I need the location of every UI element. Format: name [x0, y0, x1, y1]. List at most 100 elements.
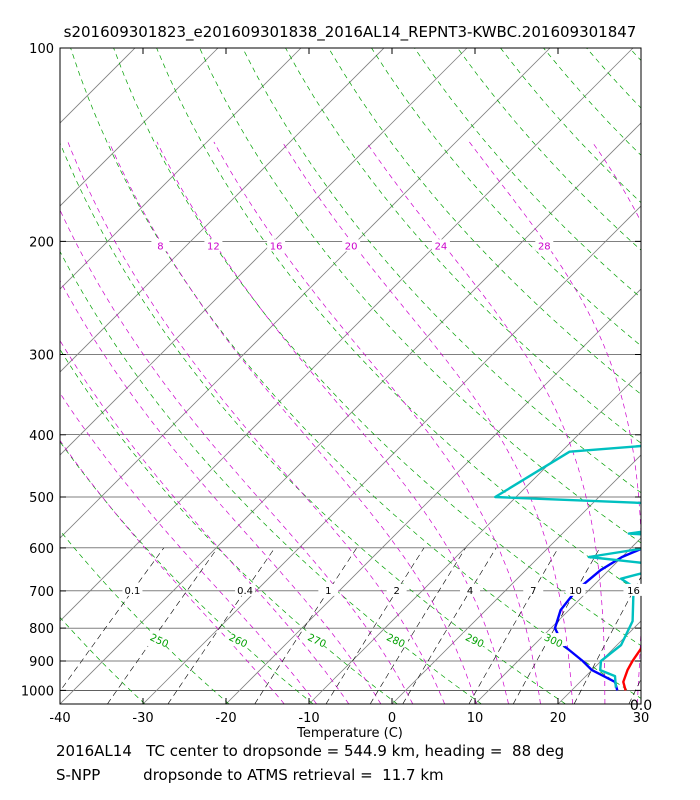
dry-adiabat-label-bg — [384, 633, 409, 647]
dry-adiabat-label-bg — [541, 633, 566, 647]
footer-line-1: 2016AL14 TC center to dropsonde = 544.9 … — [56, 742, 565, 760]
dry-adiabat-line — [673, 48, 700, 704]
moist-adiabat-line — [282, 141, 573, 704]
y-tick-label: 900 — [29, 655, 54, 670]
dry-adiabat-line — [629, 48, 641, 62]
mixing-ratio-label-bg — [122, 583, 143, 596]
mixing-ratio-line — [573, 576, 641, 704]
mixing-ratio-line — [669, 548, 700, 704]
moist-adiabat-line — [156, 141, 509, 704]
mixing-ratio-line — [628, 678, 641, 704]
dry-adiabat-line — [60, 616, 146, 704]
spacer — [100, 766, 143, 784]
isotherm-line — [474, 537, 641, 704]
chart-title: s201609301823_e201609301838_2016AL14_REP… — [64, 23, 637, 42]
x-tick-label: 20 — [550, 711, 567, 726]
moist-adiabat-line — [469, 141, 641, 704]
mixing-ratio-label: 16 — [627, 586, 640, 597]
corner-label: 0.0 — [630, 698, 652, 714]
moist-adiabat-label-bg — [151, 239, 170, 252]
moist-adiabat-line — [365, 141, 606, 704]
mixing-ratio-label: 10 — [569, 586, 582, 597]
mixing-ratio-line — [512, 547, 601, 704]
dry-adiabat-label-bg — [462, 633, 487, 647]
y-tick-label: 100 — [29, 42, 54, 57]
mixing-ratio-line — [369, 547, 466, 704]
mixing-ratio-label-bg — [565, 583, 586, 596]
profile-line-temperature-blue — [553, 547, 641, 691]
dry-adiabat-line — [113, 48, 641, 647]
mixing-ratio-label-bg — [623, 583, 644, 596]
moist-adiabat-label: 28 — [538, 241, 551, 252]
profile-line-magenta-profile — [655, 188, 700, 691]
moist-adiabat-line — [60, 439, 285, 704]
y-tick-label: 600 — [29, 542, 54, 557]
isotherm-line — [308, 371, 641, 704]
isotherm-line — [60, 48, 551, 539]
skewt-chart: s201609301823_e201609301838_2016AL14_REP… — [0, 23, 700, 740]
isotherm-line — [142, 205, 641, 704]
isotherm-line — [0, 48, 52, 704]
background-grid — [0, 48, 700, 704]
dry-adiabat-line — [457, 48, 641, 251]
moist-adiabat-line — [60, 209, 414, 704]
retrieval-distance: dropsonde to ATMS retrieval = 11.7 km — [143, 766, 444, 784]
dry-adiabat-line — [60, 142, 566, 704]
isotherm-line — [225, 288, 641, 704]
moist-adiabat-label-bg — [204, 239, 223, 252]
moist-adiabat-label: 12 — [207, 241, 220, 252]
dry-adiabat-line — [199, 48, 641, 544]
moist-adiabat-label: 24 — [435, 241, 448, 252]
moist-adiabat-label-bg — [535, 239, 554, 252]
isotherm-line — [60, 122, 641, 704]
profile-lines — [494, 188, 700, 691]
y-tick-label: 500 — [29, 491, 54, 506]
moist-adiabat-label: 20 — [345, 241, 358, 252]
dry-adiabat-label-bg — [305, 633, 330, 647]
mixing-ratio-label-bg — [386, 583, 407, 596]
y-tick-label: 800 — [29, 622, 54, 637]
x-axis-label: Temperature (C) — [296, 726, 403, 740]
isotherm-line — [557, 620, 641, 704]
moist-adiabat-label-bg — [267, 239, 286, 252]
moist-adiabat-line — [67, 141, 446, 704]
moist-adiabat-label-bg — [342, 239, 361, 252]
x-tick-label: -40 — [49, 711, 70, 726]
isotherm-line — [60, 48, 136, 124]
plot-frame — [59, 47, 642, 705]
mixing-ratio-line — [107, 547, 218, 704]
moist-adiabat-line — [108, 141, 477, 704]
moist-adiabat-line — [591, 141, 641, 223]
mixing-ratio-label: 0.1 — [124, 586, 140, 597]
isotherm-line — [60, 48, 385, 373]
mixing-ratio-label-bg — [523, 583, 544, 596]
dry-adiabat-line — [156, 48, 641, 595]
moist-adiabat-line — [213, 141, 541, 704]
mixing-ratio-line — [468, 547, 559, 704]
dry-adiabat-label-bg — [147, 633, 172, 647]
x-tick-label: -20 — [215, 711, 236, 726]
moist-adiabat-line — [60, 392, 317, 704]
x-tick-label: 10 — [467, 711, 484, 726]
mixing-ratio-line — [254, 547, 358, 704]
dry-adiabat-line — [414, 48, 641, 299]
moist-adiabat-line — [60, 340, 350, 704]
y-tick-label: 300 — [29, 348, 54, 363]
dry-adiabat-label-bg — [226, 633, 251, 647]
profile-line-cyan-profile — [494, 444, 641, 688]
dry-adiabat-line — [60, 250, 482, 704]
dry-adiabat-line — [285, 48, 641, 444]
dry-adiabat-line — [328, 48, 641, 395]
dry-adiabat-line — [60, 702, 61, 704]
mixing-ratio-label: 0.4 — [237, 586, 253, 597]
x-tick-label: 0 — [388, 711, 396, 726]
dry-adiabat-line — [500, 48, 641, 204]
mixing-ratio-label: 2 — [393, 586, 399, 597]
moist-adiabat-label: 16 — [270, 241, 283, 252]
y-tick-label: 200 — [29, 235, 54, 250]
mixing-ratio-line — [60, 547, 165, 692]
y-tick-label: 1000 — [21, 684, 54, 699]
footer-line-2: S-NPP dropsonde to ATMS retrieval = 11.7… — [56, 766, 444, 784]
isotherm-line — [60, 48, 302, 290]
